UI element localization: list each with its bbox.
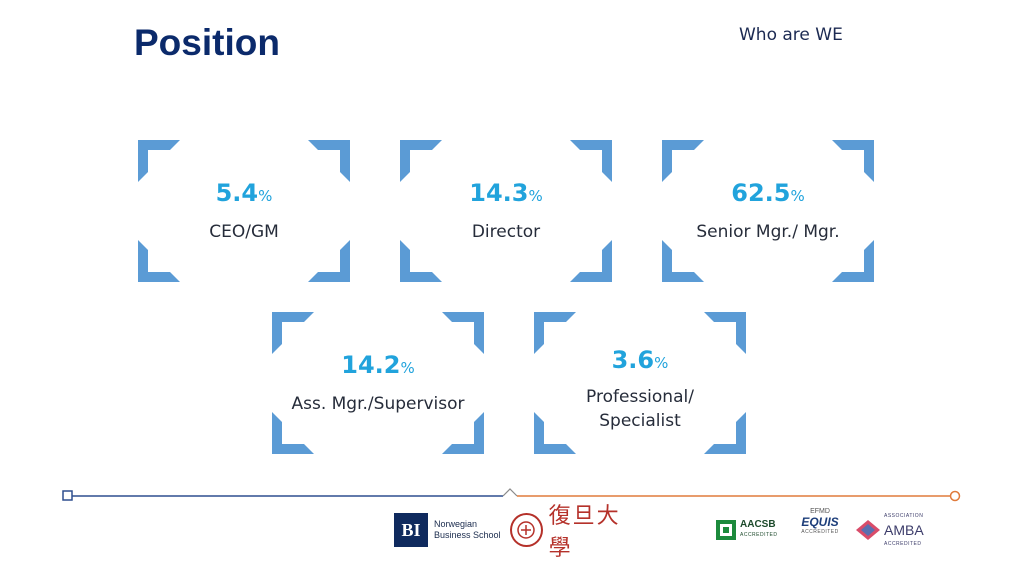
aacsb-mark-icon (716, 520, 736, 540)
position-card-assistant-manager: 14.2% Ass. Mgr./Supervisor (272, 312, 484, 454)
bracket-corner-bottom-right (832, 240, 874, 282)
bracket-corner-bottom-right (570, 240, 612, 282)
bracket-corner-top-right (832, 140, 874, 182)
position-label: CEO/GM (209, 221, 279, 242)
bracket-corner-top-left (138, 140, 180, 182)
position-card-professional: 3.6% Professional/ Specialist (534, 312, 746, 454)
position-card-ceo: 5.4% CEO/GM (138, 140, 350, 282)
bi-norwegian-business-school-logo: BI Norwegian Business School (394, 508, 506, 552)
bracket-corner-bottom-right (308, 240, 350, 282)
aacsb-text: AACSB ACCREDITED (740, 519, 778, 538)
percentage-value: 14.2% (341, 350, 415, 379)
bracket-corner-top-left (400, 140, 442, 182)
position-label: Ass. Mgr./Supervisor (291, 393, 465, 414)
percentage-value: 3.6% (611, 346, 669, 374)
amba-accredited-logo: ASSOCIATION AMBA ACCREDITED (856, 508, 932, 552)
aacsb-accredited-logo: AACSB ACCREDITED (716, 508, 786, 552)
bracket-corner-bottom-left (272, 412, 314, 454)
bi-logo-text: Norwegian Business School (434, 519, 501, 540)
bi-logo-mark: BI (394, 513, 428, 547)
bracket-corner-top-left (534, 312, 576, 354)
bracket-corner-top-left (272, 312, 314, 354)
bracket-corner-top-left (662, 140, 704, 182)
amba-text: ASSOCIATION AMBA ACCREDITED (884, 513, 924, 547)
percentage-value: 62.5% (731, 178, 805, 207)
percentage-value: 14.3% (469, 178, 543, 207)
position-label: Director (471, 221, 541, 242)
bracket-corner-bottom-left (138, 240, 180, 282)
fudan-name: 復旦大學 (548, 504, 621, 561)
fudan-seal-icon (510, 513, 543, 547)
bracket-corner-bottom-left (662, 240, 704, 282)
bracket-corner-top-right (308, 140, 350, 182)
fudan-university-logo: 復旦大學 (510, 504, 640, 561)
position-card-director: 14.3% Director (400, 140, 612, 282)
position-label-line-1: Professional/ (586, 387, 694, 407)
equis-accredited-logo: EFMD EQUIS ACCREDITED (801, 508, 839, 535)
timeline-divider (62, 488, 961, 502)
section-tag: Who are WE (739, 25, 843, 45)
bracket-corner-bottom-right (442, 412, 484, 454)
amba-diamond-icon (856, 520, 880, 540)
position-label-line-2: Specialist (599, 411, 681, 431)
bracket-corner-top-right (704, 312, 746, 354)
slide-title: Position (134, 22, 280, 63)
position-label: Senior Mgr./ Mgr. (696, 221, 840, 242)
bracket-corner-bottom-right (704, 412, 746, 454)
bracket-corner-bottom-left (534, 412, 576, 454)
bracket-corner-top-right (570, 140, 612, 182)
position-card-senior-manager: 62.5% Senior Mgr./ Mgr. (662, 140, 874, 282)
percentage-value: 5.4% (215, 178, 273, 207)
bracket-corner-top-right (442, 312, 484, 354)
bracket-corner-bottom-left (400, 240, 442, 282)
